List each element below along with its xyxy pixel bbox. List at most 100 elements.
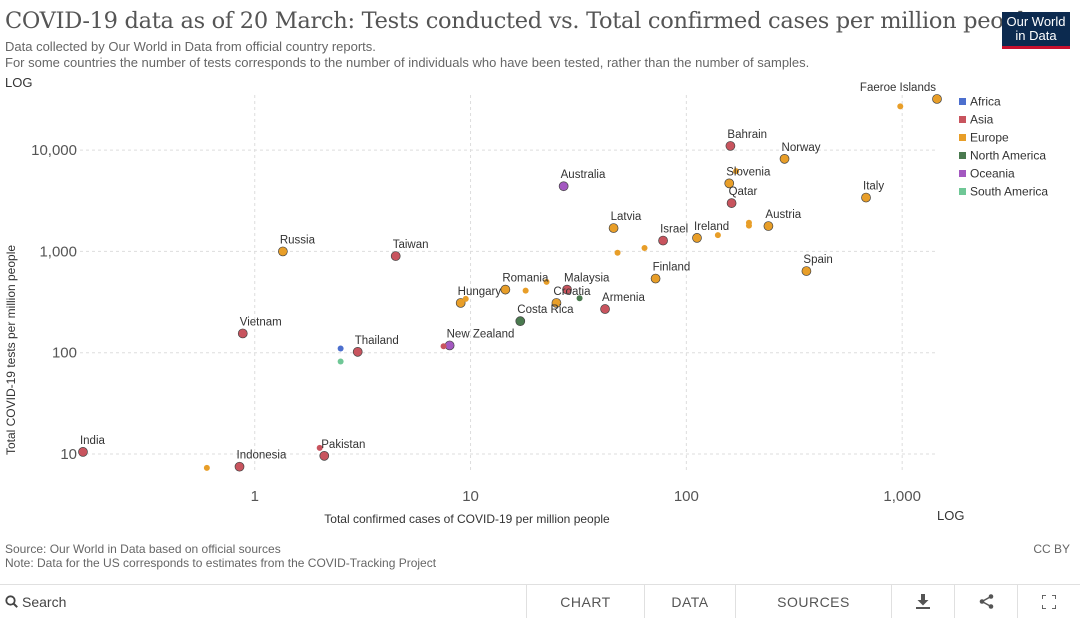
logo-line-1: Our World: [1006, 14, 1066, 29]
license-link[interactable]: CC BY: [1033, 542, 1070, 556]
search-button[interactable]: Search: [5, 594, 66, 610]
data-point[interactable]: [763, 221, 774, 231]
y-scale-label[interactable]: LOG: [5, 75, 32, 90]
data-point[interactable]: [801, 266, 812, 276]
data-point[interactable]: [78, 447, 88, 457]
legend-swatch: [959, 170, 966, 177]
point-label: Ireland: [694, 221, 729, 233]
point-label: Malaysia: [564, 273, 610, 285]
data-point[interactable]: [558, 181, 569, 192]
download-button[interactable]: [891, 585, 954, 618]
point-label: Faeroe Islands: [860, 82, 936, 94]
x-axis-title: Total confirmed cases of COVID-19 per mi…: [324, 512, 610, 526]
tab-sources[interactable]: SOURCES: [735, 585, 891, 618]
point-label: Russia: [280, 234, 316, 246]
data-point[interactable]: [316, 444, 323, 451]
fullscreen-icon: [1042, 594, 1056, 609]
data-point[interactable]: [641, 245, 648, 252]
subtitle-line-1: Data collected by Our World in Data from…: [5, 39, 376, 54]
data-point[interactable]: [337, 358, 344, 365]
x-scale-label[interactable]: LOG: [937, 508, 964, 523]
scatter-chart: 10 100 1,000 10,000 1 10 100 1,000 Faeroe Islan…: [4, 75, 1048, 526]
data-note: Note: Data for the US corresponds to est…: [5, 556, 437, 570]
data-point[interactable]: [543, 278, 550, 285]
fullscreen-button[interactable]: [1017, 585, 1080, 618]
data-point[interactable]: [337, 345, 344, 352]
point-label: Qatar: [729, 186, 758, 198]
x-tick-label: 1: [251, 488, 259, 505]
data-point[interactable]: [733, 168, 740, 175]
point-label: Slovenia: [726, 166, 771, 178]
point-label: Australia: [561, 169, 606, 181]
data-point[interactable]: [726, 198, 737, 208]
data-point[interactable]: [745, 222, 752, 229]
point-label: Austria: [765, 209, 801, 221]
legend-entry[interactable]: Africa: [970, 95, 1001, 109]
tab-data[interactable]: DATA: [644, 585, 735, 618]
chart-title: COVID-19 data as of 20 March: Tests cond…: [5, 8, 1038, 34]
data-point[interactable]: [779, 154, 790, 164]
y-tick-label: 1,000: [39, 243, 77, 260]
source-note: Source: Our World in Data based on offic…: [5, 542, 281, 556]
point-label: Latvia: [611, 211, 642, 223]
data-point[interactable]: [650, 273, 661, 284]
x-tick-label: 1,000: [883, 488, 921, 505]
legend-entry[interactable]: Oceania: [970, 167, 1015, 181]
data-point[interactable]: [861, 192, 871, 203]
legend-entry[interactable]: North America: [970, 149, 1046, 163]
data-point[interactable]: [692, 233, 702, 243]
data-point[interactable]: [390, 251, 401, 261]
data-point[interactable]: [608, 223, 619, 233]
data-point[interactable]: [500, 284, 511, 295]
bottom-toolbar: Search CHART DATA SOURCES: [0, 584, 1080, 618]
data-point[interactable]: [319, 450, 330, 461]
data-point[interactable]: [203, 464, 210, 471]
legend-swatch: [959, 152, 966, 159]
data-point[interactable]: [234, 461, 245, 472]
point-label: Finland: [653, 262, 691, 274]
point-label: Bahrain: [727, 129, 767, 141]
subtitle-line-2: For some countries the number of tests c…: [5, 55, 810, 70]
search-icon: [5, 595, 18, 608]
point-label: New Zealand: [447, 328, 515, 340]
point-label: Romania: [502, 273, 549, 285]
legend-entry[interactable]: Europe: [970, 131, 1009, 145]
y-axis-title: Total COVID-19 tests per million people: [4, 245, 18, 455]
data-point[interactable]: [576, 295, 583, 302]
data-point[interactable]: [515, 316, 526, 327]
data-point[interactable]: [455, 298, 466, 308]
data-point[interactable]: [440, 343, 447, 350]
data-point[interactable]: [562, 284, 572, 295]
data-point[interactable]: [614, 249, 621, 256]
data-point[interactable]: [522, 287, 529, 294]
legend-swatch: [959, 116, 966, 123]
data-point[interactable]: [600, 304, 610, 314]
legend-entry[interactable]: South America: [970, 185, 1048, 199]
owid-logo[interactable]: Our World in Data: [1002, 12, 1070, 49]
data-point[interactable]: [724, 178, 735, 189]
x-tick-label: 100: [674, 488, 699, 505]
data-point[interactable]: [725, 141, 736, 151]
legend-entry[interactable]: Asia: [970, 113, 994, 127]
legend-swatch: [959, 134, 966, 141]
data-point[interactable]: [714, 232, 721, 239]
data-point[interactable]: [897, 103, 904, 110]
data-point[interactable]: [932, 94, 942, 104]
axis-ticks: 10 100 1,000 10,000 1 10 100 1,000: [31, 142, 921, 505]
point-label: Croatia: [553, 286, 591, 298]
data-point[interactable]: [462, 295, 469, 302]
download-icon: [916, 594, 930, 609]
share-button[interactable]: [954, 585, 1017, 618]
chart-subtitle: Data collected by Our World in Data from…: [5, 39, 809, 71]
data-point[interactable]: [551, 298, 562, 308]
legend-swatch: [959, 188, 966, 195]
point-label: Israel: [660, 224, 688, 236]
tab-chart[interactable]: CHART: [526, 585, 644, 618]
data-point[interactable]: [352, 347, 363, 357]
data-point[interactable]: [278, 246, 288, 257]
point-label: Taiwan: [393, 239, 429, 251]
data-point[interactable]: [237, 328, 248, 339]
point-label: Hungary: [458, 286, 502, 298]
y-tick-label: 10,000: [31, 142, 77, 159]
data-point[interactable]: [658, 235, 668, 246]
